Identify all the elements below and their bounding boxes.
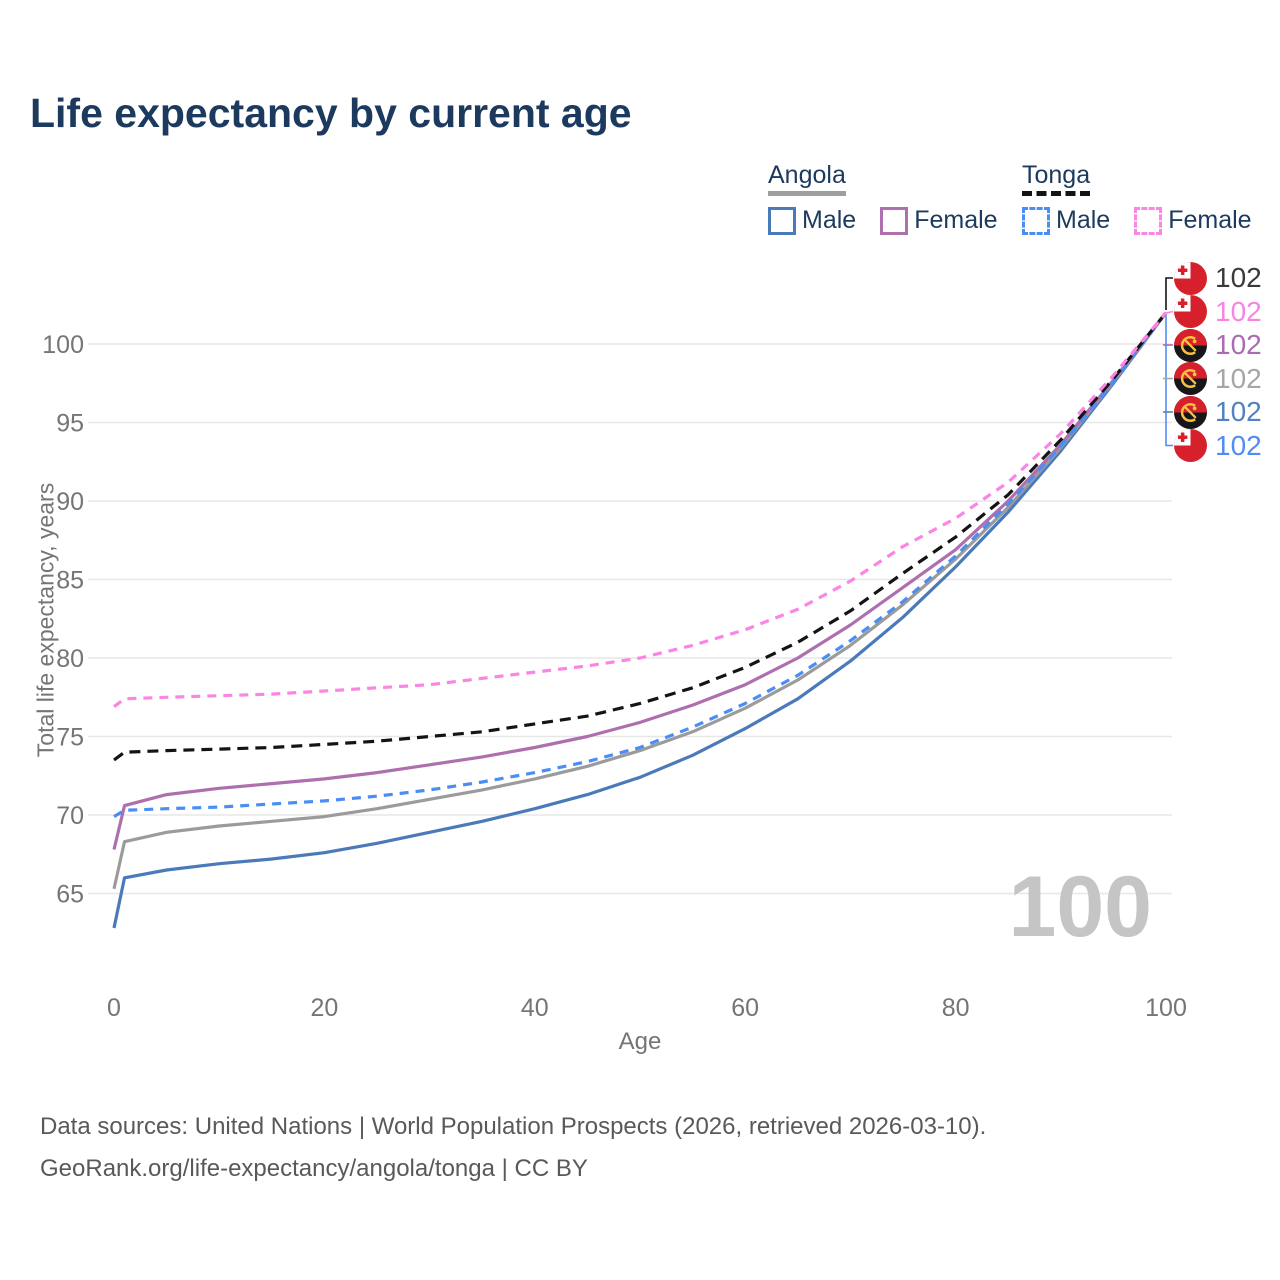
end-value-row-tonga-both-sexes: 102 xyxy=(1174,261,1262,295)
end-value: 102 xyxy=(1215,429,1262,461)
tonga-flag-icon xyxy=(1174,261,1207,295)
legend: Angola Male Female Tonga Male Female xyxy=(768,161,1280,235)
x-tick-label: 0 xyxy=(107,994,121,1022)
end-value: 102 xyxy=(1215,396,1262,427)
leader-line xyxy=(1165,277,1173,310)
angola-flag-icon xyxy=(1174,395,1207,429)
legend-items-angola: Male Female xyxy=(768,206,1022,235)
end-value: 102 xyxy=(1215,362,1262,394)
tonga-female-swatch-icon[interactable] xyxy=(1134,206,1163,235)
end-value-row-angola-both-sexes: 102 xyxy=(1174,362,1262,396)
x-tick-label: 40 xyxy=(521,994,549,1022)
footer-attribution: GeoRank.org/life-expectancy/angola/tonga… xyxy=(40,1155,588,1182)
tonga-flag-icon xyxy=(1174,261,1207,295)
legend-group-angola: Angola Male Female xyxy=(768,161,1022,235)
end-value: 102 xyxy=(1215,329,1262,360)
y-axis-title: Total life expectancy, years xyxy=(32,482,59,758)
legend-item-label[interactable]: Male xyxy=(802,206,857,234)
end-value-row-angola-male: 102 xyxy=(1174,395,1262,429)
y-tick-label: 65 xyxy=(56,881,84,909)
footer-data-sources: Data sources: United Nations | World Pop… xyxy=(40,1113,987,1140)
y-tick-label: 100 xyxy=(42,331,84,359)
tonga-flag-icon xyxy=(1174,295,1207,328)
x-tick-label: 80 xyxy=(942,994,970,1022)
y-tick-label: 70 xyxy=(56,802,84,830)
angola-flag-icon xyxy=(1174,395,1207,429)
tonga-flag-icon xyxy=(1174,429,1207,462)
y-tick-label: 75 xyxy=(56,724,84,752)
series-line-angola-male xyxy=(112,311,1168,929)
legend-item-label[interactable]: Female xyxy=(914,206,998,234)
y-tick-label: 95 xyxy=(56,410,84,438)
legend-group-tonga: Tonga Male Female xyxy=(1022,161,1276,235)
y-tick-label: 80 xyxy=(56,645,84,673)
series-line-tonga-male xyxy=(113,311,1168,818)
angola-flag-icon xyxy=(1174,362,1207,395)
end-value-row-angola-female: 102 xyxy=(1174,328,1262,362)
x-tick-label: 100 xyxy=(1145,994,1187,1022)
tonga-flag-icon xyxy=(1174,295,1207,328)
x-tick-label: 20 xyxy=(310,994,338,1022)
end-value-row-tonga-female: 102 xyxy=(1174,295,1262,329)
end-value: 102 xyxy=(1215,262,1262,293)
x-axis-title: Age xyxy=(618,1028,662,1055)
tonga-flag-icon xyxy=(1174,429,1207,462)
x-tick-label: 60 xyxy=(731,994,759,1022)
leader-line xyxy=(1165,315,1173,447)
leader-line xyxy=(1165,310,1174,314)
age-watermark: 100 xyxy=(1008,859,1153,955)
legend-item-tonga-male[interactable]: Male xyxy=(1022,206,1110,235)
end-value-row-tonga-male: 102 xyxy=(1174,429,1262,463)
legend-items-tonga: Male Female xyxy=(1022,206,1276,235)
y-tick-label: 90 xyxy=(56,488,84,516)
legend-country-tonga: Tonga xyxy=(1022,161,1091,196)
tonga-male-swatch-icon[interactable] xyxy=(1022,206,1050,235)
series-line-tonga-both-sexes xyxy=(113,311,1168,762)
angola-flag-icon xyxy=(1174,328,1207,362)
y-tick-label: 85 xyxy=(56,567,84,595)
legend-item-label[interactable]: Female xyxy=(1168,206,1252,234)
legend-item-tonga-female[interactable]: Female xyxy=(1134,206,1252,235)
angola-flag-icon xyxy=(1174,328,1207,362)
series-line-angola-both-sexes xyxy=(112,311,1168,890)
end-value: 102 xyxy=(1215,295,1262,327)
series-line-angola-female xyxy=(112,311,1168,850)
angola-male-swatch-icon[interactable] xyxy=(768,206,796,235)
footer: Data sources: United Nations | World Pop… xyxy=(40,1106,986,1190)
legend-country-angola: Angola xyxy=(768,161,846,196)
angola-female-swatch-icon[interactable] xyxy=(880,206,909,235)
legend-item-angola-male[interactable]: Male xyxy=(768,206,856,235)
page-title: Life expectancy by current age xyxy=(30,90,632,136)
legend-item-angola-female[interactable]: Female xyxy=(880,206,998,235)
angola-flag-icon xyxy=(1174,362,1207,395)
legend-item-label[interactable]: Male xyxy=(1056,206,1111,234)
series-line-tonga-female xyxy=(113,311,1168,708)
